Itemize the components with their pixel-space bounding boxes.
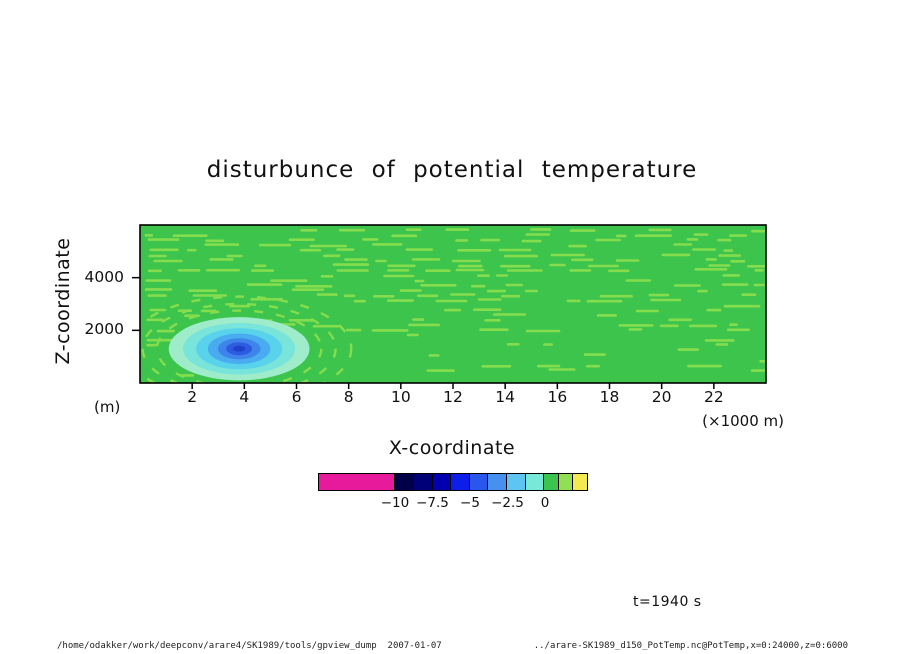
y-axis-label: Z-coordinate bbox=[52, 237, 74, 365]
footer-dataset-path: ../arare-SK1989_d150_PotTemp.nc@PotTemp,… bbox=[533, 641, 848, 651]
colorbar-segment bbox=[451, 474, 470, 490]
x-tick-label: 6 bbox=[291, 388, 302, 406]
colorbar-segment bbox=[469, 474, 489, 490]
x-tick-label: 14 bbox=[495, 388, 516, 406]
x-tick-label: 4 bbox=[239, 388, 250, 406]
y-axis-unit: (m) bbox=[94, 398, 121, 416]
time-annotation: t=1940 s bbox=[633, 594, 702, 610]
x-tick-label: 18 bbox=[599, 388, 620, 406]
colorbar bbox=[318, 473, 588, 491]
cold-anomaly bbox=[168, 317, 310, 381]
y-tick-label: 2000 bbox=[84, 320, 124, 339]
plot-title: disturbunce of potential temperature bbox=[206, 157, 698, 183]
colorbar-segment bbox=[488, 474, 508, 490]
colorbar-segment bbox=[414, 474, 433, 490]
colorbar-segment bbox=[507, 474, 526, 490]
contour-plot bbox=[132, 224, 767, 389]
ripple-texture bbox=[140, 228, 766, 383]
colorbar-tick-label: −7.5 bbox=[416, 495, 449, 511]
colorbar-tick-label: −10 bbox=[380, 495, 410, 511]
colorbar-labels: −10 −7.5 −5 −2.5 0 bbox=[318, 495, 588, 513]
y-tick-label: 4000 bbox=[84, 267, 124, 286]
colorbar-tick-label: −2.5 bbox=[491, 495, 524, 511]
x-tick-label: 16 bbox=[547, 388, 568, 406]
colorbar-segment bbox=[432, 474, 452, 490]
x-tick-label: 2 bbox=[187, 388, 198, 406]
colorbar-tick-label: 0 bbox=[540, 495, 550, 511]
x-axis-label: X-coordinate bbox=[388, 437, 516, 459]
colorbar-segment bbox=[573, 474, 587, 490]
footer-command-path: /home/odakker/work/deepconv/arare4/SK198… bbox=[57, 641, 442, 651]
colorbar-segment bbox=[319, 474, 396, 490]
colorbar-segment bbox=[544, 474, 560, 490]
colorbar-segment bbox=[559, 474, 574, 490]
axis-ticks bbox=[132, 276, 715, 389]
colorbar-segment bbox=[395, 474, 415, 490]
x-tick-label: 20 bbox=[651, 388, 672, 406]
x-tick-label: 10 bbox=[390, 388, 411, 406]
x-axis-unit: (×1000 m) bbox=[702, 412, 784, 430]
colorbar-tick-label: −5 bbox=[460, 495, 480, 511]
x-tick-label: 8 bbox=[343, 388, 354, 406]
colorbar-segment bbox=[525, 474, 545, 490]
x-tick-label: 12 bbox=[443, 388, 463, 406]
x-tick-label: 22 bbox=[703, 388, 724, 406]
